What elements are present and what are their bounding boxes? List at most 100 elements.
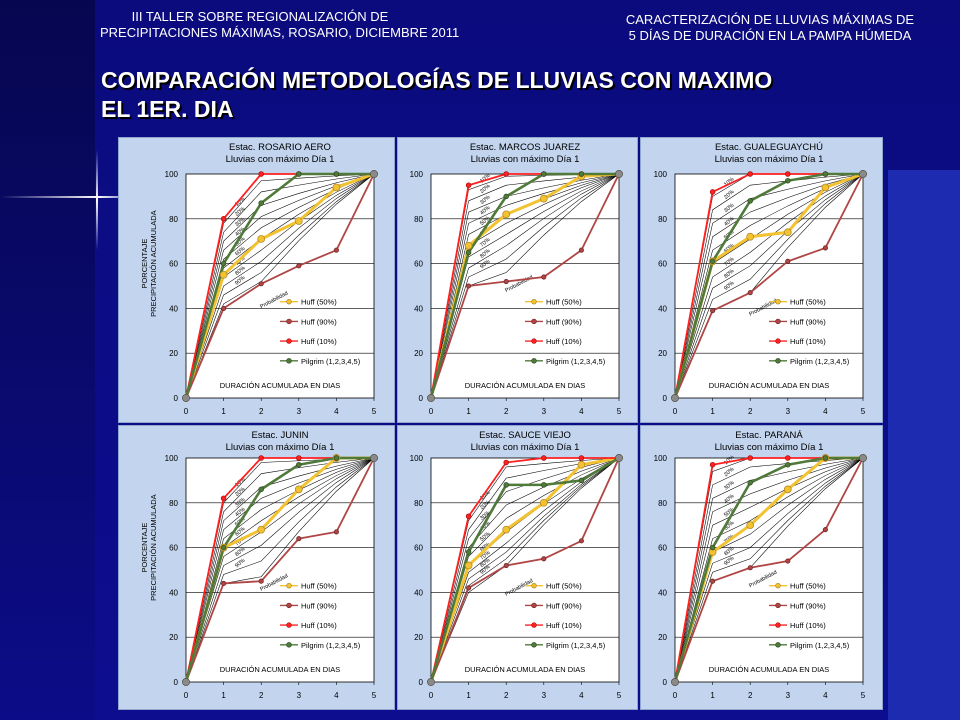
data-point-huff90 <box>578 247 584 253</box>
series-line-pilgrim <box>429 456 620 683</box>
probability-curve <box>674 457 864 683</box>
probability-label: 30% <box>234 216 246 228</box>
header-topic-line: CARACTERIZACIÓN DE LLUVIAS MÁXIMAS DE <box>625 12 915 27</box>
probability-curve <box>674 173 864 399</box>
origin-marker <box>182 678 190 686</box>
x-tick-label: 0 <box>429 407 434 416</box>
header-topic-title: CARACTERIZACIÓN DE LLUVIAS MÁXIMAS DE 5 … <box>590 12 950 44</box>
legend-swatch-marker <box>531 298 537 305</box>
x-tick-label: 5 <box>372 691 377 700</box>
data-point-huff90 <box>747 565 753 571</box>
probability-curve <box>674 173 864 399</box>
probability-label: 20% <box>723 189 735 201</box>
series-line-pilgrim <box>184 456 374 683</box>
y-tick-label: 60 <box>169 260 178 269</box>
y-axis-label: PORCENTAJE <box>140 523 149 573</box>
probability-label: 90% <box>723 555 735 567</box>
probability-label: 80% <box>234 546 246 558</box>
x-tick-label: 4 <box>823 407 828 416</box>
background-right-strip <box>888 170 960 720</box>
series-line-huff90 <box>430 457 620 683</box>
probability-label: 50% <box>479 215 491 227</box>
chart-panel-gualeguaychu: Estac. GUALEGUAYCHÚ Lluvias con máximo Dí… <box>640 137 883 423</box>
x-tick-label: 0 <box>673 407 678 416</box>
probability-curve <box>430 457 620 683</box>
y-tick-label: 80 <box>169 215 178 224</box>
data-point-huff90 <box>503 278 509 285</box>
probability-label: 20% <box>234 486 246 498</box>
chart-subtitle: Lluvias con máximo Día 1 <box>715 154 824 165</box>
data-point-huff90 <box>221 305 227 311</box>
x-tick-label: 3 <box>542 407 547 416</box>
x-tick-label: 5 <box>861 691 866 700</box>
chart-title: Estac. SAUCE VIEJO <box>479 430 571 441</box>
legend-swatch-marker <box>531 338 537 344</box>
slide-title: COMPARACIÓN METODOLOGÍAS DE LLUVIAS CON … <box>101 66 901 124</box>
probability-label: 30% <box>723 202 735 214</box>
probability-label: 80% <box>479 557 491 569</box>
data-point-huff10 <box>747 171 753 177</box>
legend-label: Huff (90%) <box>301 317 337 326</box>
x-axis-label: DURACIÓN ACUMULADA EN DIAS <box>465 381 585 390</box>
series-line-huff90 <box>674 457 864 683</box>
series-line-huff90 <box>185 457 375 683</box>
series-line-huff50 <box>429 456 620 683</box>
data-point-huff50 <box>294 485 303 494</box>
probability-label: 20% <box>723 466 735 478</box>
data-point-huff90 <box>333 247 339 253</box>
x-tick-label: 2 <box>748 691 753 700</box>
data-point-huff90 <box>747 290 753 296</box>
data-point-pilgrim <box>258 200 264 206</box>
legend-label: Pilgrim (1,2,3,4,5) <box>301 357 361 366</box>
series-line-huff90 <box>430 173 620 399</box>
probability-label: 60% <box>234 526 246 538</box>
data-point-huff90 <box>578 538 584 544</box>
probability-curve <box>185 457 375 683</box>
probability-curve <box>430 173 620 399</box>
data-point-huff10 <box>709 189 716 195</box>
origin-marker <box>182 394 190 402</box>
data-point-huff50 <box>821 183 830 192</box>
y-tick-label: 0 <box>663 394 668 403</box>
data-point-huff50 <box>577 460 586 469</box>
series-line-huff90 <box>674 173 864 399</box>
y-tick-label: 100 <box>165 454 179 463</box>
legend-swatch-marker <box>531 622 537 628</box>
probability-label: 40% <box>723 493 735 505</box>
legend-swatch-marker <box>775 358 781 364</box>
y-tick-label: 60 <box>658 544 667 553</box>
probability-label: 70% <box>234 536 246 548</box>
series-line-pilgrim <box>184 172 374 399</box>
y-tick-label: 80 <box>658 499 667 508</box>
x-axis-label: DURACIÓN ACUMULADA EN DIAS <box>220 665 340 674</box>
probability-label: 20% <box>234 206 246 218</box>
data-point-huff90 <box>785 558 791 564</box>
data-point-huff50 <box>502 210 511 219</box>
data-point-huff10 <box>578 455 585 461</box>
end-marker <box>859 170 867 178</box>
probability-curve <box>674 457 864 683</box>
probability-curve <box>674 457 864 683</box>
chart-title: Estac. GUALEGUAYCHÚ <box>715 142 823 153</box>
chart-title: Estac. PARANÁ <box>735 430 803 441</box>
probability-label: 50% <box>479 531 491 543</box>
data-point-huff50 <box>219 270 228 279</box>
y-tick-label: 40 <box>414 304 423 313</box>
y-tick-label: 0 <box>419 394 424 403</box>
x-axis-label: DURACIÓN ACUMULADA EN DIAS <box>220 381 340 390</box>
legend-label: Huff (10%) <box>546 621 582 630</box>
probability-label: 70% <box>234 255 246 267</box>
y-tick-label: 100 <box>410 454 424 463</box>
probability-curve <box>185 457 375 683</box>
legend-label: Huff (50%) <box>790 582 826 591</box>
data-point-pilgrim <box>709 544 716 551</box>
series-line-pilgrim <box>673 456 863 683</box>
chart-panel-rosario-aero: Estac. ROSARIO AERO Lluvias con máximo Dí… <box>118 137 395 423</box>
data-point-huff90 <box>710 308 716 314</box>
probability-curve <box>674 173 864 399</box>
y-tick-label: 20 <box>414 349 423 358</box>
